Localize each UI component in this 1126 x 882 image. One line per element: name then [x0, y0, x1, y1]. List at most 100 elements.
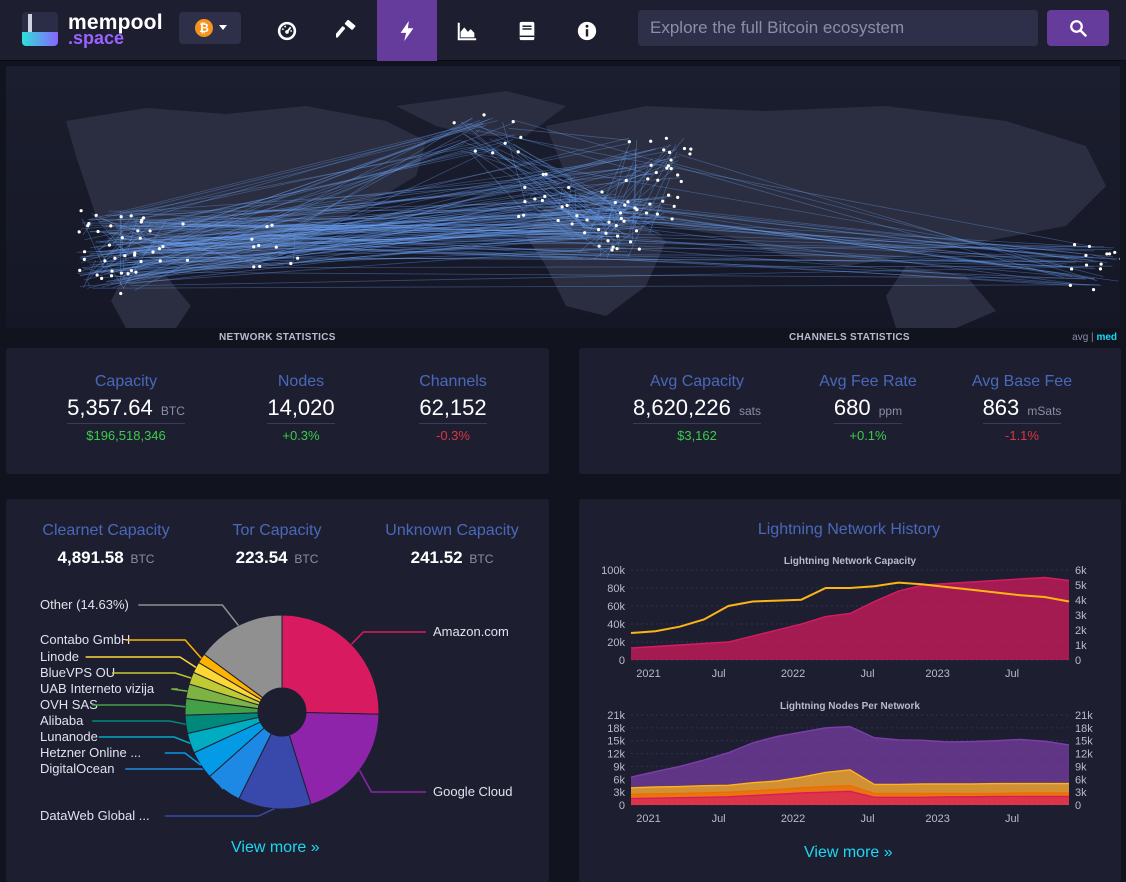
node-dot[interactable]	[1119, 257, 1120, 261]
line-series[interactable]	[630, 581, 1070, 634]
node-dot[interactable]	[516, 150, 520, 154]
mempool-logo[interactable]: mempool .space	[22, 11, 163, 48]
node-dot[interactable]	[570, 222, 574, 226]
node-dot[interactable]	[628, 240, 633, 244]
node-dot[interactable]	[274, 245, 278, 249]
node-dot[interactable]	[637, 247, 641, 251]
node-dot[interactable]	[96, 229, 100, 234]
node-dot[interactable]	[491, 151, 495, 155]
node-dot[interactable]	[679, 179, 683, 184]
node-dot[interactable]	[107, 243, 112, 247]
node-dot[interactable]	[600, 190, 604, 194]
node-dot[interactable]	[136, 229, 140, 233]
node-dot[interactable]	[1098, 267, 1103, 271]
nav-about[interactable]	[557, 0, 617, 61]
med-option[interactable]: med	[1096, 332, 1117, 343]
isp-pie-chart[interactable]: Amazon.com Google Cloud DataWeb Global ...…	[6, 579, 549, 839]
node-dot[interactable]	[622, 219, 626, 223]
node-dot[interactable]	[1113, 250, 1117, 255]
node-dot[interactable]	[157, 246, 162, 251]
node-dot[interactable]	[682, 146, 687, 151]
history-view-more-link[interactable]: View more »	[804, 844, 893, 861]
nav-graphs[interactable]	[437, 0, 497, 61]
network-selector[interactable]: ₿	[179, 12, 241, 44]
node-dot[interactable]	[119, 271, 124, 275]
node-dot[interactable]	[667, 150, 672, 154]
node-dot[interactable]	[672, 204, 676, 208]
node-dot[interactable]	[666, 164, 671, 168]
node-dot[interactable]	[583, 231, 587, 235]
node-dot[interactable]	[635, 208, 639, 212]
node-dot[interactable]	[126, 272, 130, 276]
node-dot[interactable]	[252, 265, 256, 269]
nav-docs[interactable]	[497, 0, 557, 61]
node-dot[interactable]	[544, 172, 548, 176]
node-dot[interactable]	[556, 218, 560, 223]
node-dot[interactable]	[258, 264, 262, 269]
node-dot[interactable]	[662, 148, 666, 152]
node-dot[interactable]	[109, 274, 114, 278]
node-dot[interactable]	[252, 245, 256, 249]
node-dot[interactable]	[610, 248, 614, 252]
node-dot[interactable]	[482, 113, 486, 117]
node-dot[interactable]	[523, 185, 527, 189]
node-dot[interactable]	[646, 177, 650, 181]
node-dot[interactable]	[567, 185, 571, 190]
node-dot[interactable]	[257, 243, 261, 248]
node-dot[interactable]	[627, 140, 631, 144]
node-dot[interactable]	[688, 152, 692, 156]
node-dot[interactable]	[78, 268, 82, 272]
node-dot[interactable]	[664, 136, 668, 140]
node-dot[interactable]	[596, 228, 601, 232]
node-dot[interactable]	[94, 213, 98, 217]
node-dot[interactable]	[624, 178, 628, 183]
node-dot[interactable]	[543, 194, 547, 199]
avg-med-toggle[interactable]: avg | med	[1072, 332, 1117, 343]
node-dot[interactable]	[533, 197, 537, 201]
node-dot[interactable]	[1099, 262, 1103, 266]
node-dot[interactable]	[597, 244, 601, 248]
pie-slice[interactable]	[288, 712, 380, 806]
node-dot[interactable]	[1087, 244, 1092, 249]
node-dot[interactable]	[110, 269, 114, 273]
node-dot[interactable]	[666, 193, 671, 197]
node-dot[interactable]	[607, 220, 611, 224]
node-dot[interactable]	[634, 229, 639, 233]
node-dot[interactable]	[626, 200, 630, 204]
node-dot[interactable]	[540, 198, 544, 203]
node-dot[interactable]	[289, 261, 293, 266]
isp-view-more-link[interactable]: View more »	[231, 839, 320, 856]
node-dot[interactable]	[134, 270, 138, 274]
node-dot[interactable]	[296, 256, 300, 260]
node-dot[interactable]	[517, 214, 521, 219]
node-dot[interactable]	[604, 231, 608, 235]
node-dot[interactable]	[123, 254, 127, 258]
avg-option[interactable]: avg	[1072, 332, 1089, 343]
node-dot[interactable]	[1091, 288, 1096, 292]
node-dot[interactable]	[522, 213, 526, 217]
line-series[interactable]	[630, 785, 1069, 795]
node-dot[interactable]	[133, 251, 137, 255]
line-series[interactable]	[630, 790, 1069, 800]
node-dot[interactable]	[1084, 253, 1088, 258]
nav-dashboard[interactable]	[257, 0, 317, 61]
node-dot[interactable]	[185, 258, 190, 262]
node-dot[interactable]	[452, 121, 456, 125]
node-dot[interactable]	[119, 291, 123, 296]
node-dot[interactable]	[511, 119, 515, 124]
node-dot[interactable]	[250, 237, 254, 241]
line-series[interactable]	[630, 576, 1070, 649]
node-dot[interactable]	[120, 236, 124, 240]
node-dot[interactable]	[270, 223, 274, 227]
node-dot[interactable]	[138, 236, 142, 240]
node-dot[interactable]	[151, 250, 155, 254]
pie-slice[interactable]	[238, 732, 312, 810]
node-dot[interactable]	[644, 211, 649, 215]
node-dot[interactable]	[129, 268, 134, 273]
node-dot[interactable]	[665, 166, 669, 170]
node-dot[interactable]	[560, 205, 564, 209]
node-dot[interactable]	[77, 230, 81, 234]
node-dot[interactable]	[141, 216, 146, 220]
node-dot[interactable]	[1107, 252, 1112, 256]
node-dot[interactable]	[1084, 263, 1089, 267]
